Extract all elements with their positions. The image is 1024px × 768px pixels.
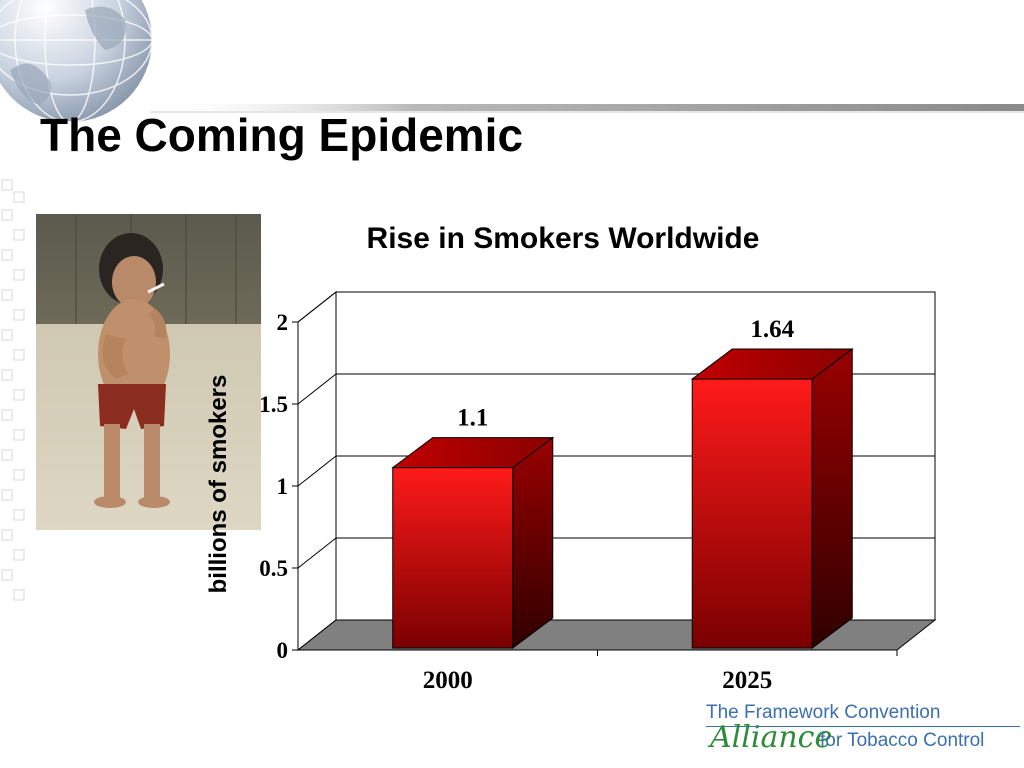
data-label: 1.64 [750, 316, 794, 343]
fctc-alliance-logo: The Framework Convention Alliance for To… [700, 700, 1024, 760]
gridline-side [297, 291, 337, 323]
x-tick-label: 2000 [423, 667, 473, 694]
globe-icon [0, 0, 153, 123]
chart-title: Rise in Smokers Worldwide [367, 222, 760, 255]
y-tick-label: 0.5 [259, 556, 288, 581]
y-tick-label: 1.5 [259, 392, 288, 417]
logo-divider [706, 726, 1020, 727]
gridline-side [297, 373, 337, 405]
child-smoking-photo [36, 214, 261, 530]
y-tick-label: 0 [277, 638, 289, 663]
bar-chart: Rise in Smokers Worldwide 0 0.5 1 1.5 2 1.1 20… [205, 222, 937, 694]
bar-side [512, 436, 554, 649]
bar-front [392, 467, 514, 649]
x-tick-label: 2025 [722, 667, 772, 694]
bar-top [690, 348, 854, 380]
logo-line-1: The Framework Convention [706, 702, 941, 723]
bar-side [811, 348, 853, 649]
page-title: The Coming Epidemic [40, 109, 524, 161]
y-axis-label: billions of smokers [205, 375, 232, 594]
header-divider [150, 104, 1024, 113]
gridline-side [297, 537, 337, 569]
logo-alliance-word: Alliance [710, 720, 833, 755]
bar-front [691, 378, 813, 649]
data-label: 1.1 [457, 405, 488, 432]
bar-top [391, 437, 555, 469]
y-tick-label: 1 [277, 474, 289, 499]
plot-area: 0 0.5 1 1.5 2 1.1 2000 1.64 2025 [259, 290, 937, 694]
background-tile-pattern [1, 179, 25, 601]
y-tick-label: 2 [277, 310, 289, 335]
gridline-side [297, 455, 337, 487]
logo-line-2: for Tobacco Control [820, 730, 985, 751]
